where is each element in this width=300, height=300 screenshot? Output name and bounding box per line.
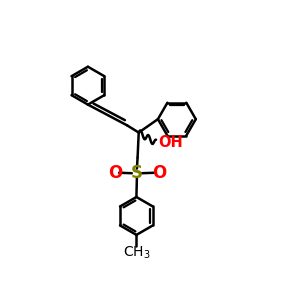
Text: OH: OH (158, 135, 183, 150)
Text: CH$_3$: CH$_3$ (123, 244, 150, 261)
Text: O: O (108, 164, 122, 182)
Text: O: O (152, 164, 166, 182)
Text: S: S (131, 164, 143, 182)
